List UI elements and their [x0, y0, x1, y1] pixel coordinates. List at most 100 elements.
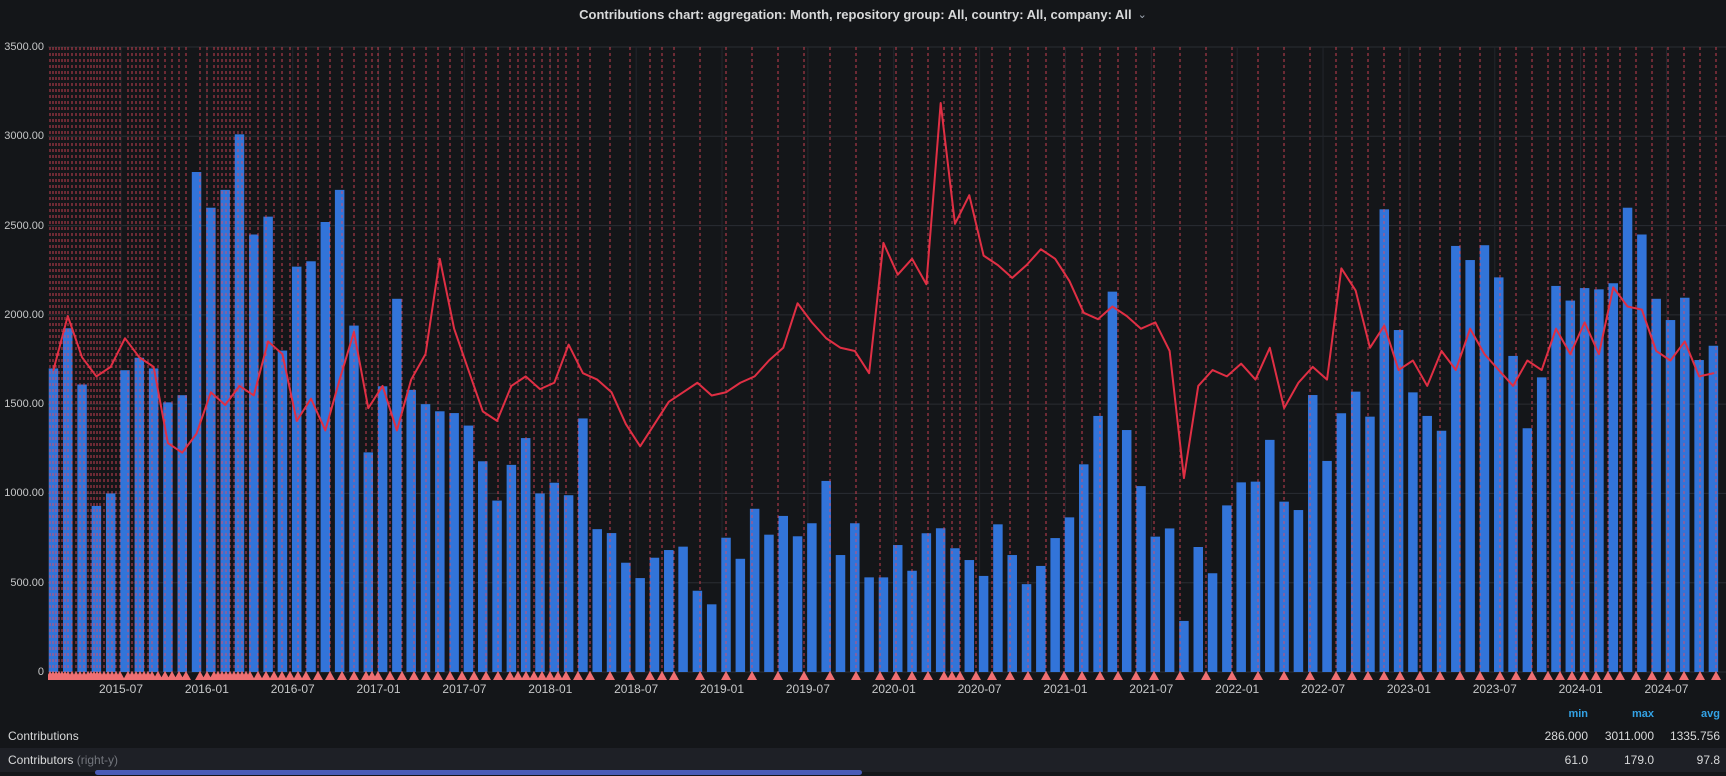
annotation-marker-icon[interactable]	[1305, 671, 1315, 680]
bar-2022-08[interactable]	[1336, 413, 1347, 672]
bar-2023-03[interactable]	[1436, 430, 1447, 672]
bar-2016-02[interactable]	[220, 189, 230, 672]
bar-2022-11[interactable]	[1379, 209, 1390, 673]
bar-2021-06[interactable]	[1136, 486, 1146, 672]
annotation-marker-icon[interactable]	[825, 671, 835, 680]
annotation-marker-icon[interactable]	[1331, 671, 1341, 680]
annotation-marker-icon[interactable]	[1415, 671, 1425, 680]
annotation-marker-icon[interactable]	[907, 671, 917, 680]
bar-2017-10[interactable]	[506, 464, 517, 672]
bar-2016-03[interactable]	[234, 134, 245, 673]
annotation-marker-icon[interactable]	[521, 671, 531, 680]
bar-2018-10[interactable]	[678, 546, 688, 672]
annotation-marker-icon[interactable]	[1695, 671, 1705, 680]
bar-2024-10[interactable]	[1708, 345, 1719, 672]
annotation-marker-icon[interactable]	[1527, 671, 1537, 680]
bar-2020-06[interactable]	[964, 560, 975, 672]
annotation-marker-icon[interactable]	[253, 671, 263, 680]
bar-2015-06[interactable]	[105, 493, 116, 672]
bar-2021-11[interactable]	[1207, 573, 1218, 672]
annotation-marker-icon[interactable]	[971, 671, 981, 680]
bar-2021-12[interactable]	[1222, 505, 1232, 672]
annotation-marker-icon[interactable]	[153, 671, 163, 680]
annotation-marker-icon[interactable]	[493, 671, 503, 680]
bar-2023-08[interactable]	[1508, 355, 1518, 672]
bar-2020-12[interactable]	[1050, 538, 1060, 672]
bar-2019-09[interactable]	[835, 555, 846, 672]
annotation-marker-icon[interactable]	[285, 671, 295, 680]
annotation-marker-icon[interactable]	[695, 671, 705, 680]
bar-2019-02[interactable]	[735, 558, 746, 672]
annotation-marker-icon[interactable]	[469, 671, 479, 680]
annotation-marker-icon[interactable]	[505, 671, 515, 680]
bar-2024-04[interactable]	[1622, 207, 1633, 672]
bar-2020-01[interactable]	[892, 545, 903, 672]
annotation-marker-icon[interactable]	[115, 671, 125, 680]
bar-2018-02[interactable]	[563, 495, 574, 672]
bar-2019-03[interactable]	[749, 508, 760, 672]
annotation-marker-icon[interactable]	[325, 671, 335, 680]
annotation-marker-icon[interactable]	[1543, 671, 1553, 680]
annotation-marker-icon[interactable]	[645, 671, 655, 680]
bar-2019-11[interactable]	[864, 577, 874, 672]
annotation-marker-icon[interactable]	[923, 671, 933, 680]
chevron-down-icon[interactable]: ⌄	[1137, 8, 1147, 21]
bar-2024-02[interactable]	[1594, 289, 1604, 672]
bar-2020-07[interactable]	[978, 575, 989, 672]
bar-2024-06[interactable]	[1651, 298, 1661, 672]
bar-2015-08[interactable]	[134, 357, 145, 672]
bar-2023-05[interactable]	[1465, 260, 1475, 672]
annotation-marker-icon[interactable]	[1591, 671, 1601, 680]
annotation-marker-icon[interactable]	[445, 671, 455, 680]
annotation-marker-icon[interactable]	[1511, 671, 1521, 680]
annotation-marker-icon[interactable]	[337, 671, 347, 680]
bar-2017-08[interactable]	[478, 461, 488, 672]
bar-2019-04[interactable]	[764, 534, 774, 672]
bar-2021-02[interactable]	[1079, 464, 1089, 672]
bar-2022-06[interactable]	[1307, 395, 1318, 672]
annotation-marker-icon[interactable]	[1253, 671, 1263, 680]
bar-2015-03[interactable]	[63, 328, 73, 672]
bar-2022-12[interactable]	[1393, 330, 1404, 672]
annotation-marker-icon[interactable]	[939, 671, 949, 680]
annotation-marker-icon[interactable]	[1603, 671, 1613, 680]
bar-2020-05[interactable]	[950, 548, 960, 672]
bar-2018-03[interactable]	[578, 418, 588, 672]
annotation-marker-icon[interactable]	[875, 671, 885, 680]
annotation-marker-icon[interactable]	[457, 671, 467, 680]
bar-2018-06[interactable]	[621, 562, 631, 672]
bar-2022-07[interactable]	[1322, 460, 1332, 672]
annotation-marker-icon[interactable]	[545, 671, 555, 680]
annotation-marker-icon[interactable]	[529, 671, 539, 680]
contributions-chart[interactable]	[48, 42, 1726, 682]
annotation-marker-icon[interactable]	[1201, 671, 1211, 680]
bar-2017-09[interactable]	[492, 500, 502, 672]
bar-2023-02[interactable]	[1422, 415, 1432, 672]
annotation-marker-icon[interactable]	[313, 671, 323, 680]
annotation-marker-icon[interactable]	[1495, 671, 1505, 680]
bar-2015-11[interactable]	[177, 395, 187, 672]
annotation-marker-icon[interactable]	[747, 671, 757, 680]
bar-2016-10[interactable]	[334, 189, 345, 672]
bar-2024-03[interactable]	[1608, 283, 1618, 672]
annotation-marker-icon[interactable]	[1555, 671, 1565, 680]
annotation-marker-icon[interactable]	[537, 671, 547, 680]
annotation-marker-icon[interactable]	[561, 671, 571, 680]
annotation-marker-icon[interactable]	[1347, 671, 1357, 680]
annotation-marker-icon[interactable]	[1131, 671, 1141, 680]
annotation-marker-icon[interactable]	[1647, 671, 1657, 680]
bar-2021-03[interactable]	[1093, 415, 1103, 672]
bar-2018-08[interactable]	[649, 557, 660, 672]
bar-2024-01[interactable]	[1579, 288, 1590, 672]
bar-2019-01[interactable]	[721, 537, 731, 672]
bar-2015-12[interactable]	[191, 172, 202, 672]
annotation-marker-icon[interactable]	[409, 671, 419, 680]
annotation-marker-icon[interactable]	[1113, 671, 1123, 680]
bar-2023-10[interactable]	[1536, 377, 1547, 672]
bar-2021-09[interactable]	[1179, 620, 1189, 672]
annotation-marker-icon[interactable]	[1227, 671, 1237, 680]
annotation-marker-icon[interactable]	[1149, 671, 1159, 680]
annotation-marker-icon[interactable]	[1631, 671, 1641, 680]
annotation-marker-icon[interactable]	[261, 671, 271, 680]
annotation-marker-icon[interactable]	[1711, 671, 1721, 680]
